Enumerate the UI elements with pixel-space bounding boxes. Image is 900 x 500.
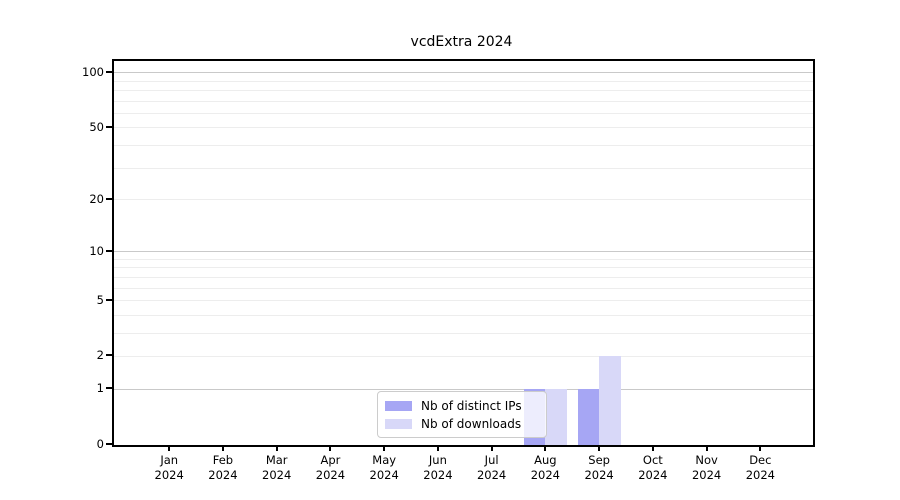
x-tick-label: Jun 2024 bbox=[408, 453, 468, 483]
x-tick-month: Jun bbox=[428, 453, 447, 467]
bar-downloads bbox=[545, 389, 567, 445]
y-tick bbox=[106, 249, 112, 252]
x-tick bbox=[383, 445, 386, 451]
x-tick-year: 2024 bbox=[154, 468, 184, 482]
y-tick-label: 5 bbox=[96, 292, 104, 307]
x-tick-year: 2024 bbox=[638, 468, 668, 482]
legend-item-distinct-ips: Nb of distinct IPs bbox=[385, 398, 537, 414]
y-tick bbox=[106, 70, 112, 73]
x-tick-year: 2024 bbox=[745, 468, 775, 482]
x-tick-year: 2024 bbox=[691, 468, 722, 482]
x-tick bbox=[490, 445, 493, 451]
x-tick bbox=[651, 445, 654, 451]
gridline-minor bbox=[114, 100, 813, 102]
legend-swatch-distinct-ips bbox=[385, 401, 412, 411]
x-tick bbox=[705, 445, 708, 451]
y-tick bbox=[106, 354, 112, 357]
x-tick-year: 2024 bbox=[584, 468, 614, 482]
x-tick-label: Jan 2024 bbox=[139, 453, 199, 483]
gridline-minor bbox=[114, 300, 813, 302]
x-tick bbox=[544, 445, 547, 451]
gridline-minor bbox=[114, 199, 813, 200]
x-tick-month: Mar bbox=[265, 453, 288, 467]
gridline-minor bbox=[114, 80, 813, 82]
legend-label-downloads: Nb of downloads bbox=[421, 417, 522, 431]
x-tick bbox=[436, 445, 439, 451]
x-tick-year: 2024 bbox=[423, 468, 453, 482]
x-tick-year: 2024 bbox=[315, 468, 346, 482]
x-tick-month: Apr bbox=[320, 453, 341, 467]
x-tick-label: Apr 2024 bbox=[300, 453, 360, 483]
y-tick-label: 1 bbox=[96, 381, 104, 396]
x-tick-month: Sep bbox=[588, 453, 610, 467]
x-tick-year: 2024 bbox=[208, 468, 238, 482]
x-tick-year: 2024 bbox=[262, 468, 292, 482]
y-tick bbox=[106, 298, 112, 301]
legend-swatch-downloads bbox=[385, 419, 412, 429]
legend-item-downloads: Nb of downloads bbox=[385, 416, 537, 432]
y-tick-label: 20 bbox=[89, 191, 104, 206]
y-tick-label: 50 bbox=[89, 119, 104, 134]
plot-inner bbox=[114, 61, 813, 445]
bar-distinct-ips bbox=[577, 389, 600, 445]
x-tick-label: May 2024 bbox=[354, 453, 414, 483]
y-tick bbox=[106, 197, 112, 200]
x-tick-label: Jul 2024 bbox=[462, 453, 522, 483]
y-tick-label: 10 bbox=[89, 243, 104, 258]
x-tick-year: 2024 bbox=[369, 468, 399, 482]
y-tick-label: 100 bbox=[82, 64, 104, 79]
x-tick-label: Sep 2024 bbox=[569, 453, 629, 483]
x-tick bbox=[329, 445, 332, 451]
x-tick-label: Dec 2024 bbox=[730, 453, 790, 483]
x-tick bbox=[221, 445, 224, 451]
legend-label-distinct-ips: Nb of distinct IPs bbox=[421, 399, 522, 413]
gridline-minor bbox=[114, 332, 813, 334]
x-tick bbox=[598, 445, 601, 451]
x-tick-year: 2024 bbox=[476, 468, 507, 482]
bar-downloads bbox=[599, 356, 621, 445]
gridline-minor bbox=[114, 127, 813, 129]
gridline-minor bbox=[114, 145, 813, 147]
x-tick bbox=[275, 445, 278, 451]
chart-title: vcdExtra 2024 bbox=[410, 34, 513, 50]
legend: Nb of distinct IPs Nb of downloads bbox=[377, 391, 547, 438]
x-tick-label: Aug 2024 bbox=[515, 453, 575, 483]
gridline-minor bbox=[114, 90, 813, 92]
x-tick-label: Oct 2024 bbox=[623, 453, 683, 483]
x-tick-month: Nov bbox=[695, 453, 718, 467]
x-tick-month: Jan bbox=[160, 453, 179, 467]
y-tick bbox=[106, 125, 112, 128]
x-tick-label: Feb 2024 bbox=[193, 453, 253, 483]
y-tick-label: 2 bbox=[96, 348, 104, 363]
x-tick-month: Feb bbox=[212, 453, 234, 467]
x-tick-year: 2024 bbox=[530, 468, 561, 482]
gridline-major bbox=[114, 388, 813, 390]
gridline-minor bbox=[114, 258, 813, 260]
gridline-minor bbox=[114, 267, 813, 269]
x-tick-label: Mar 2024 bbox=[247, 453, 307, 483]
gridline-major bbox=[114, 251, 813, 253]
x-tick bbox=[759, 445, 762, 451]
gridline-minor bbox=[114, 167, 813, 169]
x-tick-month: Jul bbox=[484, 453, 499, 467]
gridline-major bbox=[114, 72, 813, 74]
gridline-minor bbox=[114, 113, 813, 115]
x-tick-month: May bbox=[372, 453, 397, 467]
y-tick-label: 0 bbox=[96, 437, 104, 451]
x-tick-month: Oct bbox=[642, 453, 663, 467]
gridline-minor bbox=[114, 276, 813, 278]
gridline-minor bbox=[114, 314, 813, 316]
gridline-minor bbox=[114, 287, 813, 289]
plot-area bbox=[112, 59, 815, 447]
y-tick bbox=[106, 387, 112, 390]
y-tick bbox=[106, 443, 112, 445]
x-tick-label: Nov 2024 bbox=[677, 453, 737, 483]
x-tick-month: Dec bbox=[749, 453, 772, 467]
x-tick bbox=[168, 445, 171, 451]
gridline-minor bbox=[114, 355, 813, 357]
x-tick-month: Aug bbox=[534, 453, 557, 467]
